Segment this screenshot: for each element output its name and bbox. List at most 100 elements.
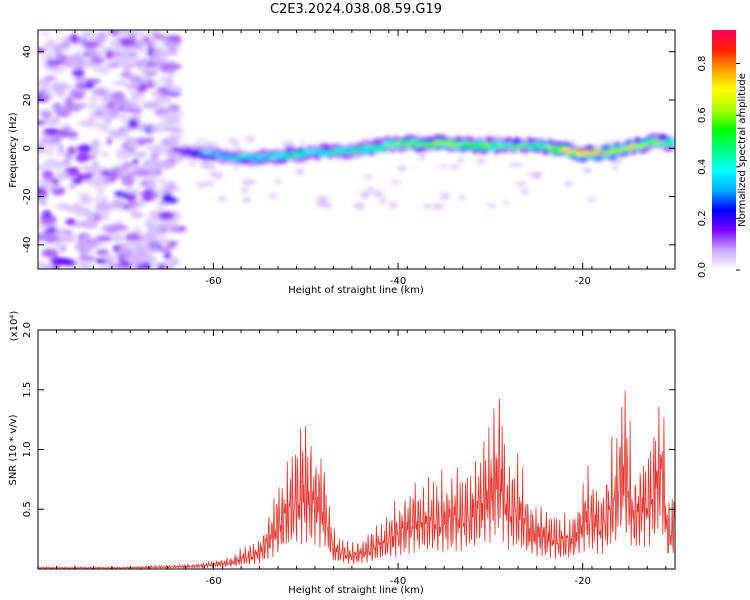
heatmap-cell (550, 146, 559, 149)
heatmap-cell (295, 168, 305, 175)
heatmap-cell (125, 247, 135, 254)
heatmap-cell (95, 201, 113, 212)
heatmap-cell (68, 130, 78, 140)
heatmap-cell (513, 146, 522, 149)
heatmap-cell (41, 248, 59, 258)
heatmap-cell (526, 172, 541, 177)
heatmap-cell (280, 152, 289, 155)
heatmap-cell (148, 157, 158, 168)
heatmap-cell (367, 145, 376, 148)
heatmap-cell (217, 196, 227, 202)
heatmap-cell (309, 151, 318, 155)
heatmap-cell (82, 219, 99, 229)
heatmap-cell (457, 157, 465, 163)
heatmap-cell (241, 179, 256, 186)
heatmap-cell (137, 39, 148, 44)
heatmap-cell (202, 162, 216, 170)
y-tick-label: 20 (22, 94, 33, 107)
heatmap-cell (69, 33, 79, 43)
heatmap-cell (107, 62, 120, 68)
heatmap-cell (107, 129, 124, 138)
heatmap-cell (133, 59, 143, 66)
heatmap-cell (133, 31, 147, 37)
heatmap-cell (508, 162, 523, 167)
heatmap-cell (479, 141, 488, 147)
heatmap-cell (152, 232, 165, 238)
heatmap-cell (392, 141, 401, 144)
heatmap-cell (359, 148, 368, 151)
heatmap-cell (167, 240, 177, 247)
heatmap-cell (637, 146, 646, 149)
heatmap-cell (83, 122, 101, 128)
snr-series-line (38, 390, 675, 569)
heatmap-cell (59, 244, 67, 252)
heatmap-cell (77, 144, 93, 154)
colorbar-tick-label: 0.8 (697, 56, 708, 72)
heatmap-cell (153, 34, 166, 39)
heatmap-cell (384, 145, 393, 148)
heatmap-cell (71, 92, 85, 100)
heatmap-cell (233, 162, 241, 169)
heatmap-cell (608, 149, 617, 152)
heatmap-cell (434, 142, 443, 145)
heatmap-cell (87, 102, 98, 111)
snr-y-scale-note: (x10⁴) (9, 311, 20, 342)
heatmap-cell (45, 236, 53, 245)
heatmap-cell (396, 139, 405, 143)
heatmap-cell (65, 218, 77, 226)
heatmap-cell (372, 190, 384, 197)
heatmap-cell (108, 262, 120, 268)
heatmap-cell (85, 211, 93, 220)
heatmap-cell (152, 217, 164, 224)
heatmap-cell (146, 242, 159, 253)
heatmap-cell (405, 144, 414, 147)
heatmap-cell (134, 151, 147, 158)
heatmap-cell (109, 93, 124, 99)
y-tick-label: 2.0 (22, 322, 33, 338)
heatmap-cell (163, 40, 181, 49)
colorbar-tick-label: 0.2 (697, 210, 708, 226)
heatmap-cell (75, 59, 84, 70)
heatmap-cell (567, 151, 576, 154)
x-tick-label: -20 (575, 276, 591, 287)
heatmap-cell (475, 145, 484, 148)
heatmap-cell (611, 158, 623, 165)
heatmap-cell (105, 49, 114, 60)
heatmap-cell (129, 90, 145, 101)
heatmap-cell (91, 148, 100, 156)
heatmap-cell (203, 142, 218, 147)
heatmap-cell (193, 153, 202, 156)
heatmap-cell (43, 158, 59, 168)
colorbar-tick-label: 0.6 (697, 107, 708, 123)
heatmap-cell (159, 76, 170, 83)
heatmap-cell (114, 191, 128, 198)
heatmap-cell (338, 148, 347, 152)
heatmap-cell (418, 153, 427, 160)
colorbar-tick-label: 0.0 (697, 262, 708, 278)
heatmap-cell (127, 118, 139, 129)
heatmap-cell (41, 109, 53, 120)
heatmap-cell (274, 179, 282, 184)
y-tick-label: -40 (22, 237, 33, 253)
heatmap-cell (157, 211, 175, 220)
heatmap-cell (135, 243, 147, 253)
snr-ticks: -60 -40 -20 0.5 1.0 1.5 2.0 (22, 322, 675, 587)
heatmap-cell (70, 87, 87, 95)
heatmap-cell (98, 266, 114, 269)
heatmap-cell (80, 196, 93, 204)
heatmap-cell (93, 196, 109, 203)
heatmap-cell (77, 263, 93, 269)
heatmap-cell (234, 156, 243, 159)
snr-y-label: SNR (10 * v/v) (8, 414, 19, 485)
heatmap-cell (107, 100, 115, 109)
heatmap-cell (57, 229, 67, 240)
heatmap-cell (621, 148, 630, 152)
heatmap-cell (558, 149, 567, 152)
heatmap-cell (123, 204, 130, 210)
heatmap-cell (604, 151, 613, 155)
heatmap-cell (81, 30, 95, 39)
heatmap-cell (40, 178, 50, 189)
heatmap-cell (83, 82, 96, 89)
heatmap-cell (255, 155, 264, 158)
heatmap-cell (334, 150, 343, 153)
